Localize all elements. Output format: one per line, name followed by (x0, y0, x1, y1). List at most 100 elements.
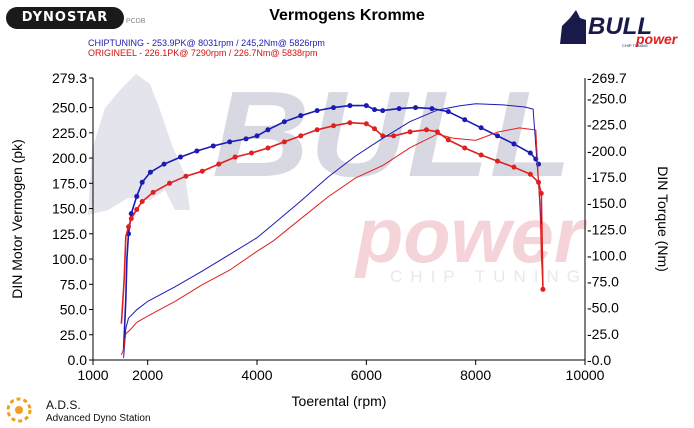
chiptuning-power-point (254, 133, 260, 139)
origineel-power-point (363, 121, 369, 127)
bull-head-icon (560, 10, 586, 44)
y-left-tick-label: 25.0 (60, 327, 87, 343)
bull-logo-tag: CHIP TUNING (622, 43, 648, 48)
origineel-power-point (495, 158, 501, 164)
y-left-tick-label: 0.0 (68, 352, 88, 368)
chiptuning-power-point (413, 105, 419, 111)
chiptuning-power-point (161, 161, 167, 167)
watermark-text-tag: CHIP TUNING (390, 267, 580, 286)
origineel-power-point (407, 129, 413, 135)
watermark-bull-icon (88, 74, 190, 215)
chiptuning-power-point (227, 139, 233, 145)
chiptuning-power-point (314, 108, 320, 114)
origineel-power-point (128, 216, 134, 222)
origineel-power-point (347, 120, 353, 126)
y-left-tick-label: 75.0 (60, 276, 87, 292)
x-tick-label: 2000 (132, 367, 163, 383)
chiptuning-power-point (363, 103, 369, 109)
chiptuning-power-point (372, 107, 378, 113)
origineel-power-point (478, 152, 484, 158)
y-right-tick-label: -25.0 (587, 326, 619, 342)
chiptuning-torque-line (123, 103, 542, 358)
bull-logo-sub: power (635, 31, 679, 47)
y-right-tick-label: -200.0 (587, 143, 627, 159)
chiptuning-power-point (134, 193, 140, 199)
y-right-tick-label: -75.0 (587, 274, 619, 290)
origineel-power-point (331, 123, 337, 129)
watermark-text-sub: power (354, 191, 588, 279)
y-right-tick-label: -269.7 (587, 70, 627, 86)
origineel-power-point (298, 133, 304, 139)
legend-origineel: ORIGINEEL - 226.1PK@ 7290rpm / 226.7Nm@ … (88, 48, 318, 58)
origineel-power-point (216, 161, 222, 167)
ads-logo-icon (6, 397, 32, 423)
y-left-tick-label: 125.0 (52, 226, 87, 242)
origineel-power-point (126, 224, 132, 230)
origineel-power-point (249, 150, 255, 156)
origineel-power-point (445, 137, 451, 143)
chiptuning-power-point (445, 109, 451, 115)
bull-power-logo: BULL power CHIP TUNING (560, 10, 679, 48)
chiptuning-power-point (347, 103, 353, 109)
station-name: A.D.S. (46, 398, 81, 412)
chiptuning-power-point (194, 148, 200, 154)
origineel-power-point (423, 127, 429, 133)
y-right-tick-label: -225.0 (587, 117, 627, 133)
y-left-tick-label: 150.0 (52, 201, 87, 217)
chiptuning-power-point (265, 127, 271, 133)
y-left-tick-label: 175.0 (52, 175, 87, 191)
chiptuning-power-point (298, 113, 304, 119)
x-tick-label: 6000 (351, 367, 382, 383)
x-tick-label: 4000 (241, 367, 272, 383)
origineel-power-point (314, 127, 320, 133)
x-tick-label: 8000 (460, 367, 491, 383)
chiptuning-power-point (462, 117, 468, 123)
chiptuning-power-point (396, 106, 402, 112)
origineel-power-point (139, 198, 145, 204)
chiptuning-power-point (281, 119, 287, 125)
y-left-axis-label: DIN Motor Vermogen (pk) (9, 139, 25, 299)
x-axis-label: Toerental (rpm) (292, 393, 387, 409)
chiptuning-power-point (380, 108, 386, 114)
origineel-power-point (265, 145, 271, 151)
origineel-power-point (183, 173, 189, 179)
y-right-tick-label: -0.0 (587, 352, 611, 368)
origineel-power-point (150, 189, 156, 195)
y-right-tick-label: -125.0 (587, 221, 627, 237)
origineel-power-point (134, 207, 140, 213)
chiptuning-power-point (527, 150, 533, 156)
y-left-tick-label: 225.0 (52, 125, 87, 141)
chiptuning-power-point (511, 141, 517, 147)
y-right-tick-label: -250.0 (587, 91, 627, 107)
origineel-power-point (511, 164, 517, 170)
chiptuning-power-point (147, 169, 153, 175)
dynostar-logo: DYNOSTAR (6, 7, 124, 29)
y-right-tick-label: -100.0 (587, 247, 627, 263)
origineel-power-point (232, 154, 238, 160)
chart-title: Vermogens Kromme (269, 7, 425, 24)
chiptuning-power-point (243, 136, 249, 142)
origineel-power-point (281, 139, 287, 145)
legend-chiptuning: CHIPTUNING - 253.9PK@ 8031rpm / 245,2Nm@… (88, 38, 325, 48)
origineel-power-point (538, 190, 544, 196)
bull-logo-text: BULL (588, 13, 652, 40)
y-left-tick-label: 250.0 (52, 100, 87, 116)
origineel-power-point (391, 133, 397, 139)
y-right-axis-label: DIN Torque (Nm) (655, 166, 671, 272)
origineel-power-point (540, 286, 546, 292)
chiptuning-power-point (139, 179, 145, 185)
origineel-power-point (167, 180, 173, 186)
x-tick-label: 1000 (77, 367, 108, 383)
y-left-tick-label: 100.0 (52, 251, 87, 267)
y-left-tick-label: 50.0 (60, 302, 87, 318)
chiptuning-power-point (495, 133, 501, 139)
y-right-tick-label: -50.0 (587, 300, 619, 316)
y-right-tick-label: -150.0 (587, 195, 627, 211)
origineel-power-point (527, 171, 533, 177)
dynostar-logo-sub: PCDB (126, 18, 146, 25)
origineel-power-point (372, 126, 378, 132)
chiptuning-power-point (177, 154, 183, 160)
y-left-tick-label: 279.3 (52, 70, 87, 86)
bull-power-watermark: BULL power CHIP TUNING (88, 66, 588, 286)
